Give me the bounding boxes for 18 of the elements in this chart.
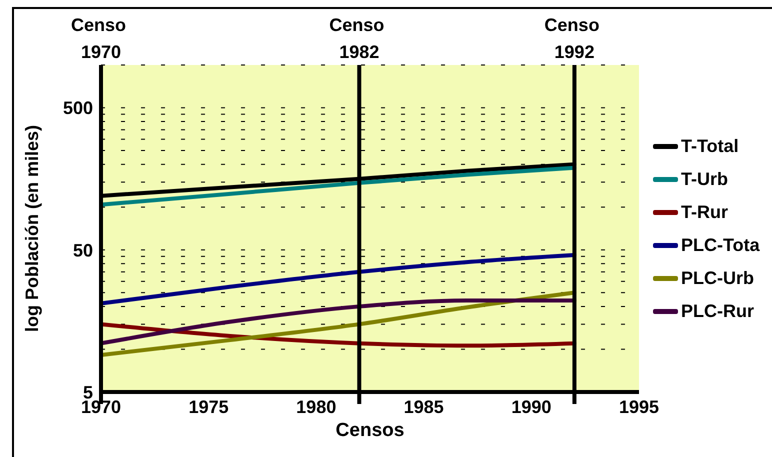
legend-label: PLC-Rur: [681, 300, 754, 322]
legend-label: T-Rur: [681, 202, 728, 222]
x-tick-label: 1985: [404, 396, 444, 417]
legend-label: T-Urb: [681, 168, 728, 190]
x-tick-label: 1980: [296, 396, 336, 417]
legend-label: PLC-Tota: [681, 234, 760, 256]
y-tick-label: 50: [72, 240, 93, 260]
ref-line-label: Censo 1992: [544, 15, 604, 62]
x-axis-title: Censos: [336, 420, 404, 441]
legend-label: T-Total: [681, 136, 739, 156]
legend-label: PLC-Urb: [681, 268, 754, 288]
y-axis-title: log Población (en miles): [22, 124, 42, 332]
ref-line-label: Censo 1982: [329, 15, 390, 62]
x-tick-label: 1990: [511, 396, 552, 417]
x-tick-label: 1975: [188, 396, 229, 417]
x-tick-label: 1995: [618, 396, 660, 417]
y-tick-label: 500: [62, 98, 93, 118]
ref-line-label: Censo 1970: [70, 15, 132, 62]
